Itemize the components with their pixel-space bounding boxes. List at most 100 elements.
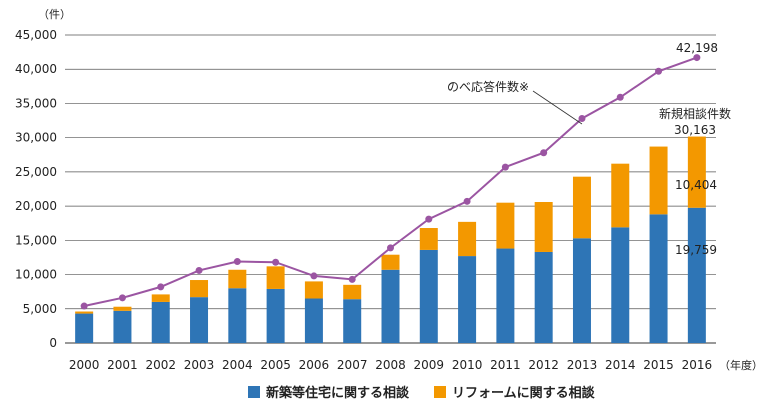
bar-reform — [343, 284, 362, 300]
y-tick-label: 20,000 — [15, 199, 57, 213]
x-tick-label: 2000 — [69, 358, 100, 372]
y-tick-label: 40,000 — [15, 62, 57, 76]
y-axis-unit-label: （件） — [38, 8, 71, 21]
legend-swatch-reform — [434, 385, 446, 398]
line-point — [463, 197, 471, 205]
stacked-bar-line-chart: 0 5,000 10,000 15,000 20,000 25,000 30,000 35,0… — [15, 8, 763, 372]
line-point — [501, 163, 509, 171]
y-tick-label: 25,000 — [15, 165, 57, 179]
y-axis-tick-labels: 0 5,000 10,000 15,000 20,000 25,000 30,000 35,0… — [15, 28, 57, 350]
new-total-title: 新規相談件数 — [659, 106, 731, 121]
y-tick-label: 45,000 — [15, 28, 57, 42]
line-point — [540, 149, 548, 157]
line-series-label: のべ応答件数※ — [447, 79, 529, 94]
bar-reform — [687, 136, 706, 208]
bars — [75, 136, 706, 343]
x-tick-label: 2016 — [682, 358, 713, 372]
bar-reform — [266, 266, 285, 289]
x-tick-label: 2009 — [414, 358, 445, 372]
y-tick-label: 35,000 — [15, 96, 57, 110]
bar-new-build — [113, 310, 132, 343]
bar-reform — [572, 176, 591, 239]
x-tick-label: 2013 — [567, 358, 598, 372]
bar-reform — [190, 280, 209, 298]
bar-new-build — [611, 227, 630, 343]
legend-item-new-build: 新築等住宅に関する相談 — [248, 382, 409, 401]
bar-reform — [75, 311, 94, 314]
bar-new-build — [228, 288, 247, 343]
x-tick-label: 2004 — [222, 358, 253, 372]
x-tick-label: 2008 — [375, 358, 406, 372]
x-tick-label: 2007 — [337, 358, 368, 372]
bar-reform — [534, 202, 553, 252]
y-tick-label: 15,000 — [15, 233, 57, 247]
line-point — [272, 258, 280, 266]
bar-new-build — [151, 301, 170, 343]
bar-reform — [113, 306, 132, 311]
x-tick-label: 2010 — [452, 358, 483, 372]
line-point — [655, 67, 663, 75]
x-tick-label: 2006 — [299, 358, 330, 372]
line-point — [425, 215, 433, 223]
x-axis-tick-labels: 2000 2001 2002 2003 2004 2005 2006 2007 2008 2009… — [69, 358, 712, 372]
line-point — [157, 283, 165, 291]
line-label-leader — [532, 90, 583, 125]
y-tick-label: 10,000 — [15, 268, 57, 282]
legend: 新築等住宅に関する相談 リフォームに関する相談 — [0, 382, 768, 404]
bar-reform — [611, 163, 630, 228]
grid-lines — [65, 34, 716, 344]
line-last-value-label: 42,198 — [676, 41, 718, 55]
bar-new-build — [419, 249, 438, 343]
x-tick-label: 2003 — [184, 358, 215, 372]
x-tick-label: 2011 — [490, 358, 521, 372]
line-point — [80, 302, 88, 310]
line-point — [616, 93, 624, 101]
bar-new-build — [343, 299, 362, 343]
x-tick-label: 2005 — [260, 358, 291, 372]
bar-new-build — [572, 238, 591, 343]
new-build-value-label: 19,759 — [675, 243, 717, 257]
bar-new-build — [458, 256, 477, 343]
bar-reform — [496, 202, 515, 249]
legend-swatch-new-build — [248, 385, 260, 398]
line-point — [233, 258, 241, 266]
x-tick-label: 2012 — [528, 358, 559, 372]
bar-reform — [649, 146, 668, 215]
line-point — [578, 115, 586, 123]
reform-value-label: 10,404 — [675, 178, 717, 192]
bar-new-build — [304, 298, 323, 343]
bar-new-build — [75, 313, 94, 343]
bar-new-build — [496, 248, 515, 343]
line-series — [80, 54, 701, 310]
line-point — [348, 275, 356, 283]
bar-new-build — [381, 269, 400, 343]
bar-reform — [228, 269, 247, 289]
new-total-value: 30,163 — [674, 123, 716, 137]
y-tick-label: 30,000 — [15, 131, 57, 145]
y-tick-label: 0 — [49, 336, 57, 350]
legend-label-reform: リフォームに関する相談 — [452, 386, 595, 401]
line-point — [387, 244, 394, 252]
y-tick-label: 5,000 — [23, 302, 57, 316]
bar-reform — [304, 281, 323, 299]
x-tick-label: 2015 — [643, 358, 674, 372]
bar-reform — [458, 221, 477, 257]
bar-reform — [419, 228, 438, 250]
bar-new-build — [687, 207, 706, 343]
x-axis-unit-label: （年度） — [719, 358, 763, 372]
legend-item-reform: リフォームに関する相談 — [434, 382, 595, 401]
line-point — [310, 272, 318, 280]
x-tick-label: 2001 — [107, 358, 138, 372]
bar-new-build — [534, 251, 553, 343]
x-tick-label: 2014 — [605, 358, 636, 372]
legend-label-new-build: 新築等住宅に関する相談 — [266, 386, 410, 401]
bar-reform — [151, 294, 170, 302]
bar-new-build — [266, 288, 285, 343]
line-point — [118, 294, 126, 302]
x-tick-label: 2002 — [145, 358, 176, 372]
line-point — [195, 266, 203, 274]
line-point — [693, 54, 701, 62]
bar-new-build — [190, 297, 209, 343]
bar-new-build — [649, 214, 668, 343]
bar-reform — [381, 254, 400, 270]
